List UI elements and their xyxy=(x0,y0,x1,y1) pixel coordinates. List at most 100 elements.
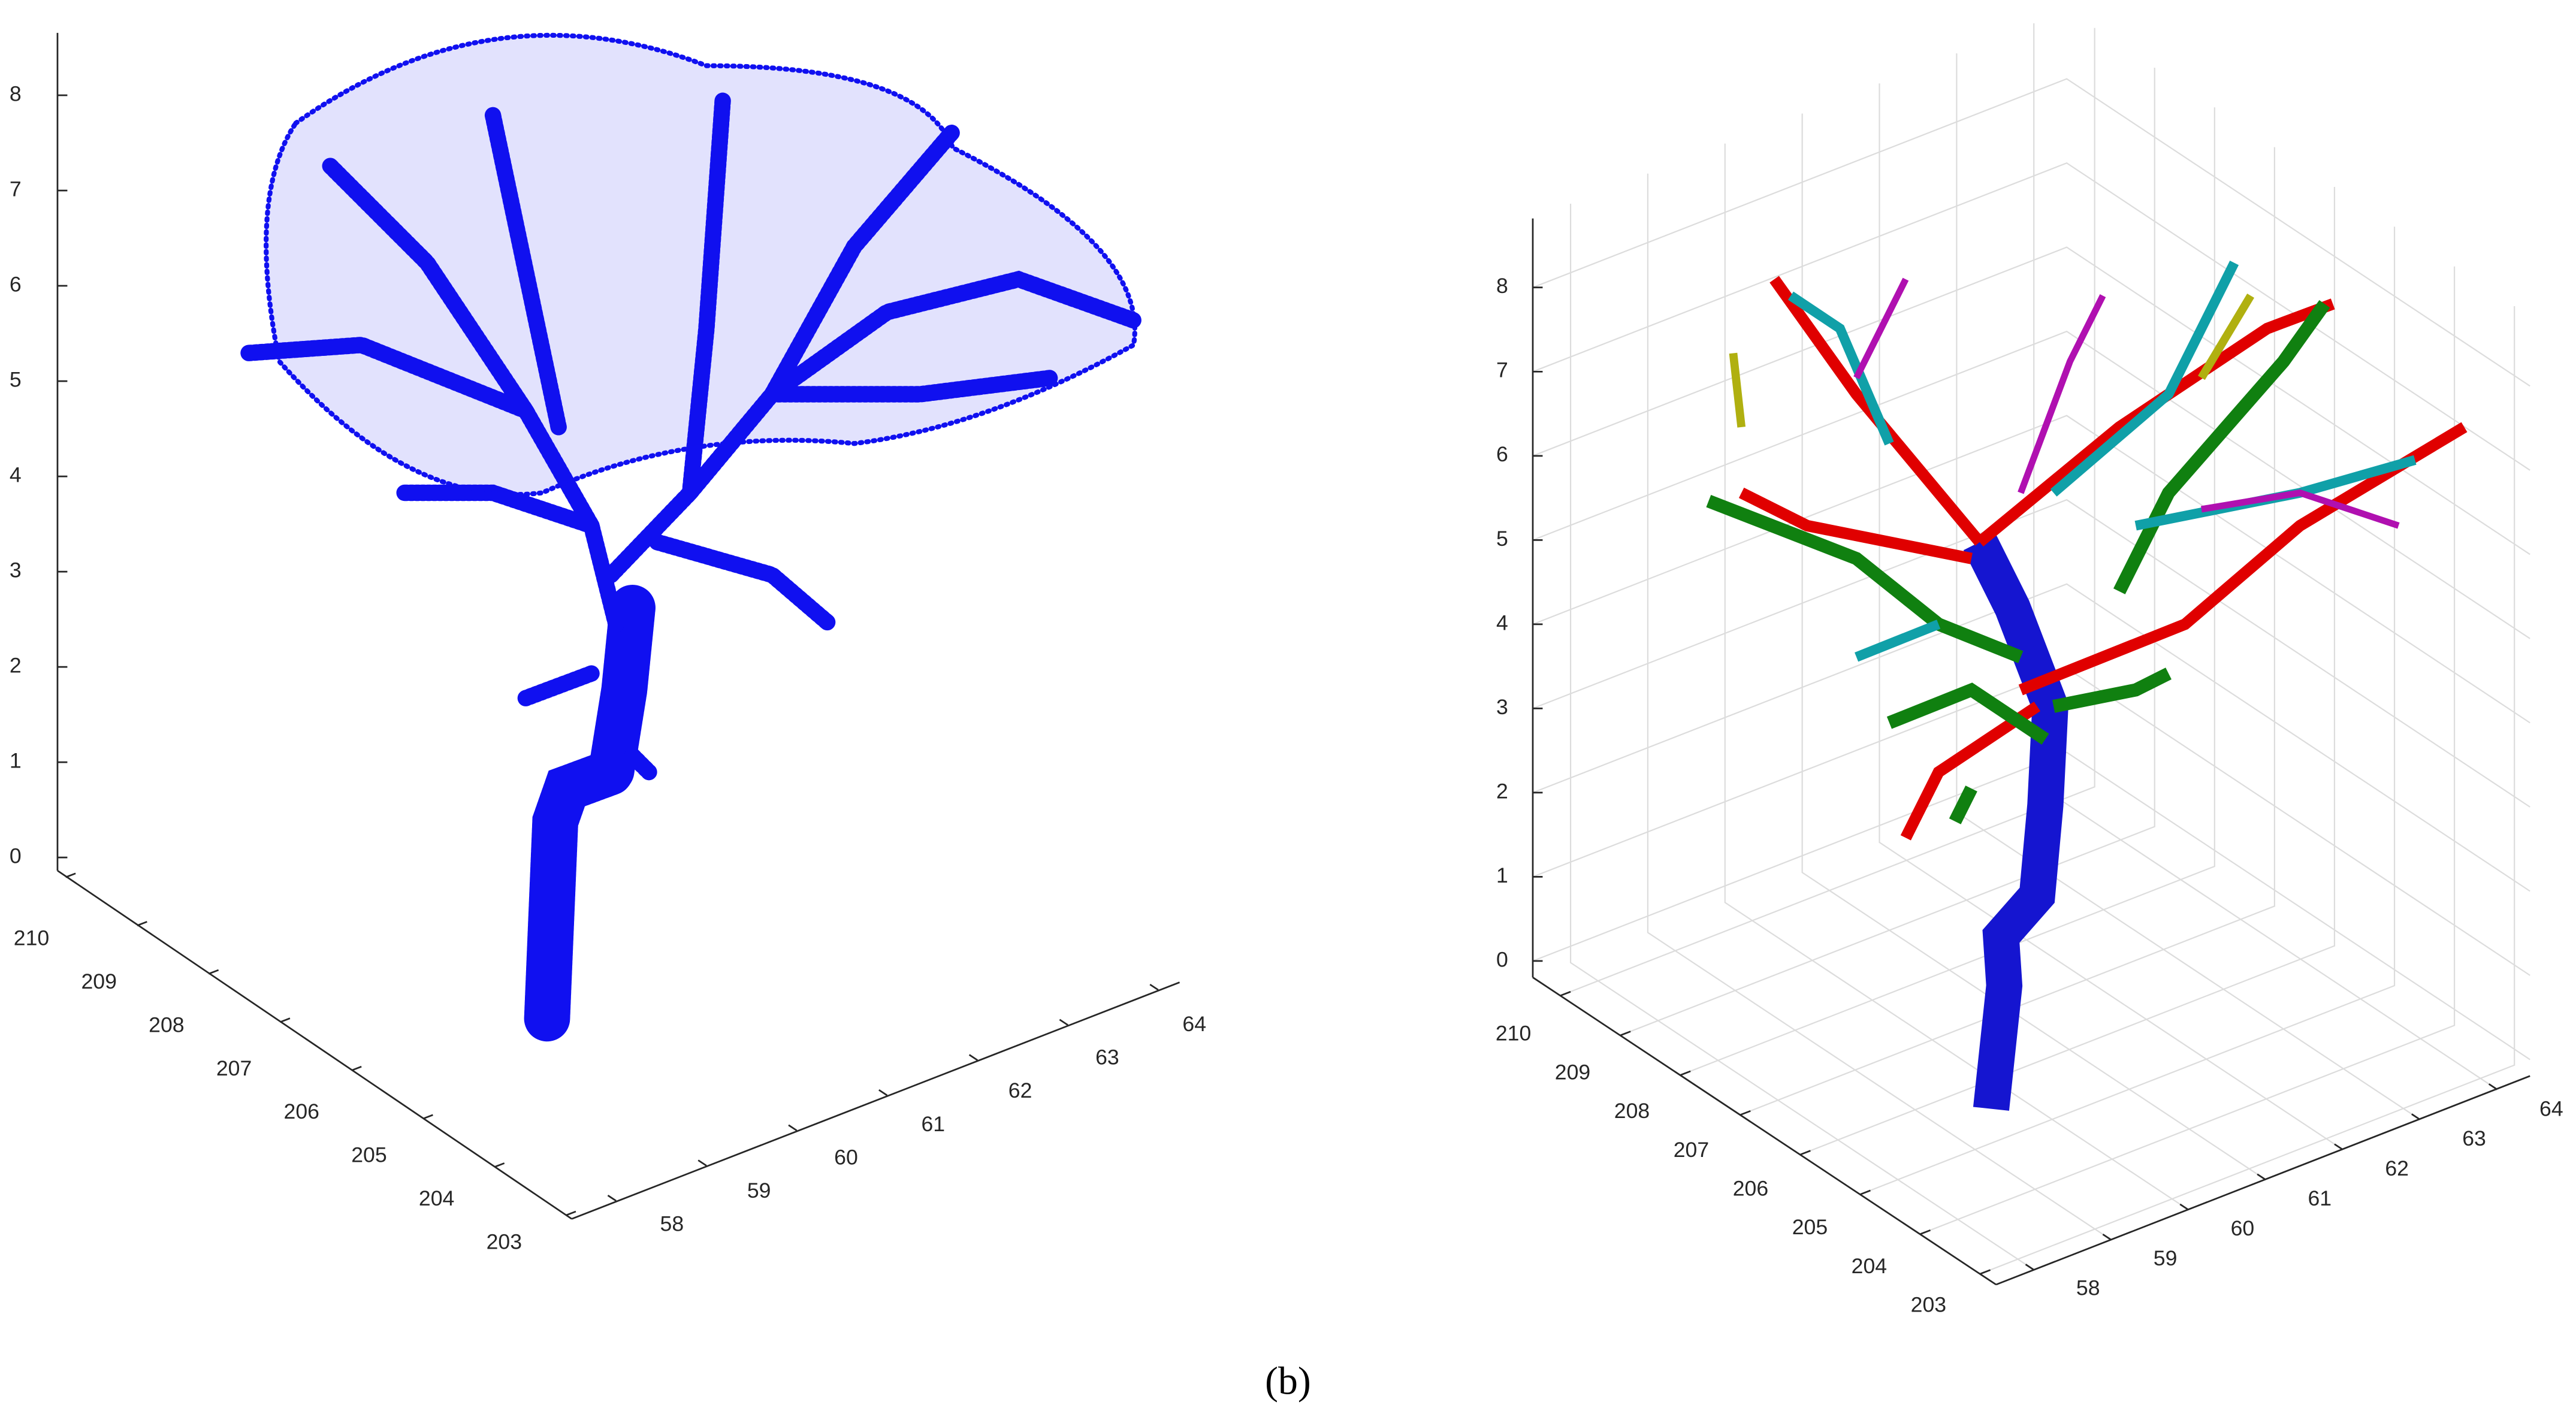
grid-line xyxy=(1532,415,2530,724)
x-tick xyxy=(788,1124,798,1131)
z-tick-label: 2 xyxy=(10,654,22,678)
y-tick-label: 204 xyxy=(1852,1254,1887,1278)
y-tick-label: 206 xyxy=(1733,1177,1768,1201)
y-tick xyxy=(494,1162,505,1168)
grid-line xyxy=(1740,147,2275,1116)
x-tick-label: 63 xyxy=(1095,1045,1119,1069)
y-tick-label: 205 xyxy=(1792,1215,1828,1239)
y-tick-label: 206 xyxy=(284,1099,319,1123)
y-tick-label: 203 xyxy=(487,1229,522,1253)
y-tick xyxy=(1980,1269,1991,1275)
y-tick-label: 208 xyxy=(1614,1099,1650,1123)
y-tick xyxy=(279,1017,291,1023)
z-tick-label: 5 xyxy=(1496,527,1508,551)
z-tick-label: 8 xyxy=(1496,274,1508,298)
x-tick xyxy=(2257,1173,2266,1180)
grid-line xyxy=(1532,751,2530,1061)
x-tick xyxy=(697,1159,707,1167)
y-tick-label: 205 xyxy=(351,1143,386,1167)
trunk-points xyxy=(524,585,656,1042)
grid-line xyxy=(1801,113,2266,1180)
z-tick-label: 2 xyxy=(1496,779,1508,803)
x-tick-label: 64 xyxy=(2539,1096,2563,1120)
x-tick-label: 59 xyxy=(747,1179,771,1203)
x-tick-label: 62 xyxy=(1008,1078,1032,1102)
grid-line xyxy=(1620,67,2155,1036)
x-axis xyxy=(1995,1075,2530,1286)
x-tick-label: 64 xyxy=(1182,1012,1206,1036)
x-tick xyxy=(1059,1019,1068,1026)
y-tick-label: 207 xyxy=(216,1056,252,1080)
grid-line xyxy=(1879,83,2344,1150)
axis-layer: 0123456782032042052062072082092105859606… xyxy=(10,32,2563,1317)
z-tick-label: 4 xyxy=(1496,611,1508,635)
z-tick-label: 1 xyxy=(10,749,22,773)
x-tick-label: 58 xyxy=(2076,1276,2100,1300)
x-axis xyxy=(571,981,1180,1220)
x-tick-label: 61 xyxy=(921,1112,945,1136)
y-tick xyxy=(1740,1110,1751,1116)
grid-line xyxy=(1532,583,2530,892)
cylinder-tree xyxy=(1706,260,2468,1111)
x-tick-label: 63 xyxy=(2462,1126,2486,1150)
grid-line xyxy=(1532,330,2530,639)
y-tick xyxy=(1680,1070,1691,1076)
x-tick xyxy=(2411,1113,2421,1120)
point-cloud-tree xyxy=(238,32,1142,1042)
z-tick-label: 1 xyxy=(1496,863,1508,887)
z-tick-label: 8 xyxy=(10,81,22,105)
x-tick-label: 62 xyxy=(2385,1156,2409,1180)
z-tick-label: 4 xyxy=(10,463,22,487)
y-tick xyxy=(65,872,76,878)
z-tick-label: 3 xyxy=(10,558,22,582)
red-cylinders xyxy=(1738,276,2468,841)
x-tick-label: 61 xyxy=(2308,1186,2332,1210)
z-tick-label: 0 xyxy=(10,844,22,868)
x-tick xyxy=(1149,983,1159,991)
z-tick-label: 7 xyxy=(10,177,22,201)
y-tick xyxy=(351,1065,362,1071)
x-tick xyxy=(2102,1233,2112,1241)
grid-line xyxy=(1569,203,2034,1271)
grid-line xyxy=(1956,53,2421,1120)
y-tick-label: 203 xyxy=(1911,1293,1946,1317)
y-tick xyxy=(208,969,219,975)
y-tick xyxy=(566,1210,576,1216)
trunk-cylinders xyxy=(1963,534,2069,1111)
y-tick-label: 208 xyxy=(149,1013,184,1037)
x-tick xyxy=(2025,1264,2034,1271)
x-tick-label: 60 xyxy=(2231,1216,2255,1240)
yellow-cylinders xyxy=(1729,293,2255,428)
green-cylinders xyxy=(1706,300,2330,824)
grid-line xyxy=(1724,143,2189,1210)
y-tick-label: 207 xyxy=(1674,1138,1709,1162)
grid-line xyxy=(1860,226,2396,1195)
x-tick-label: 60 xyxy=(834,1145,858,1169)
y-tick-label: 210 xyxy=(1496,1022,1531,1046)
grid-line xyxy=(1560,28,2095,996)
y-tick xyxy=(1860,1189,1871,1195)
x-tick xyxy=(2334,1143,2344,1150)
grid-line xyxy=(1532,162,2530,471)
x-tick xyxy=(878,1089,888,1096)
x-tick xyxy=(607,1194,617,1202)
caption: (b) xyxy=(1265,1359,1311,1403)
magenta-cylinders xyxy=(1853,277,2400,529)
x-tick xyxy=(2488,1083,2498,1090)
y-tick xyxy=(1560,990,1571,996)
z-tick-label: 7 xyxy=(1496,358,1508,382)
x-tick-label: 59 xyxy=(2154,1246,2178,1270)
z-tick-label: 6 xyxy=(10,272,22,296)
y-tick xyxy=(1800,1150,1811,1156)
y-tick-label: 210 xyxy=(14,926,49,950)
z-tick-label: 5 xyxy=(10,367,22,391)
grid-line xyxy=(1532,246,2530,555)
y-tick xyxy=(1920,1229,1931,1235)
canopy-points xyxy=(264,32,1137,497)
z-tick-label: 0 xyxy=(1496,947,1508,971)
z-tick-label: 6 xyxy=(1496,442,1508,466)
x-tick xyxy=(2179,1203,2189,1211)
grid-line xyxy=(1647,173,2112,1241)
